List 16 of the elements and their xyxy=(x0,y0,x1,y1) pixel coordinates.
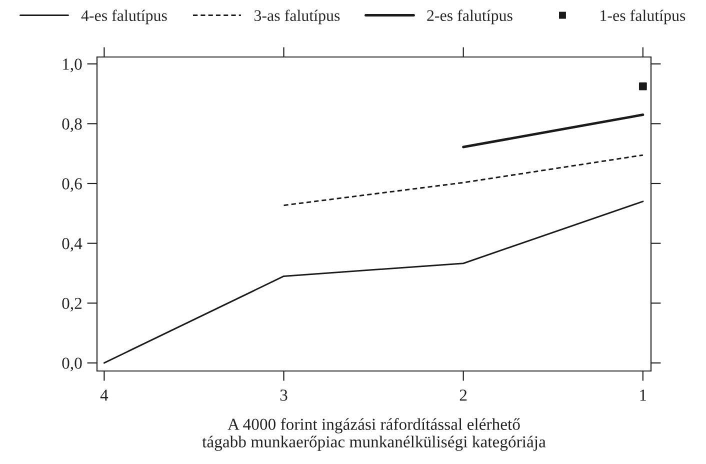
y-tick-label: 0,4 xyxy=(62,238,82,252)
y-tick-label: 0,6 xyxy=(62,178,82,192)
y-tick-label: 1,0 xyxy=(63,58,82,72)
x-tick-label: 2 xyxy=(460,390,467,401)
x-tick-label: 4 xyxy=(100,390,108,401)
legend-label: 3-as falutípus xyxy=(254,10,340,24)
y-tick-label: 0,0 xyxy=(62,358,82,372)
y-tick-label: 0,2 xyxy=(62,298,82,312)
x-axis-title: A 4000 forint ingázási ráfordítással elérhető tágabb munkaerőpiac munkanélküliségi kategóriája xyxy=(202,418,546,451)
line-series xyxy=(103,200,644,364)
legend-label: 2-es falutípus xyxy=(427,10,512,24)
x-tick-label: 1 xyxy=(640,390,646,401)
legend-label: 1-es falutípus xyxy=(600,10,686,24)
x-tick-label: 3 xyxy=(280,390,288,401)
legend-label: 4-es falutípus xyxy=(81,10,167,24)
y-tick-label: 0,8 xyxy=(62,118,82,132)
